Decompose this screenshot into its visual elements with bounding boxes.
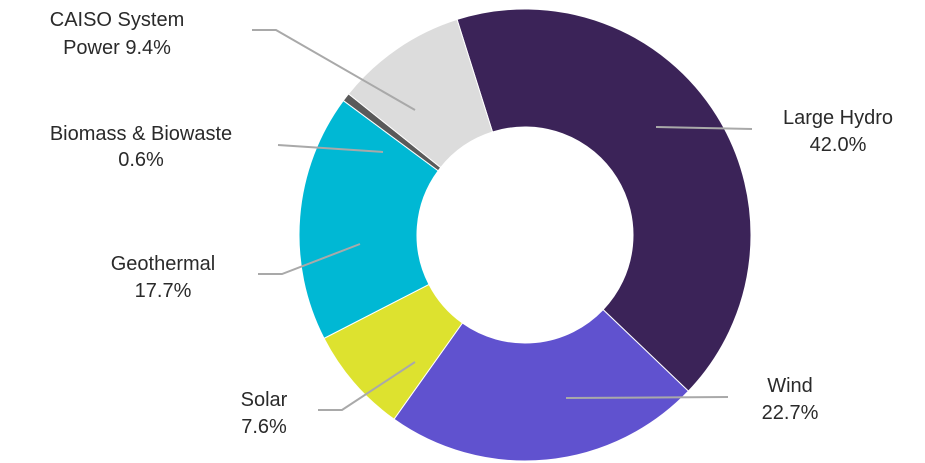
leader-line-solar: [318, 361, 416, 411]
slice-caiso-system-power: [347, 18, 494, 169]
label-geothermal: Geothermal 17.7%: [111, 253, 216, 302]
label-caiso-system-power: CAISO System Power 9.4%: [50, 9, 184, 59]
leader-line-biomass-biowaste: [277, 144, 384, 153]
slice-large-hydro: [456, 8, 752, 392]
leader-lines: [252, 29, 753, 411]
label-wind-value: 22.7%: [762, 402, 819, 424]
label-biomass: Biomass & Biowaste 0.6%: [50, 123, 232, 171]
leader-line-wind: [565, 396, 729, 399]
leader-line-large-hydro: [655, 126, 753, 130]
label-solar-name: Solar: [241, 389, 288, 411]
donut-slices: [298, 8, 752, 462]
leader-line-geothermal: [258, 243, 361, 275]
label-geothermal-name: Geothermal: [111, 253, 216, 275]
slice-geothermal: [298, 99, 439, 340]
slice-wind: [393, 308, 690, 462]
label-wind-name: Wind: [767, 375, 813, 397]
label-large-hydro: Large Hydro 42.0%: [783, 107, 893, 156]
leader-line-caiso-system-power: [252, 29, 416, 111]
label-geothermal-value: 17.7%: [135, 280, 192, 302]
label-caiso-value: Power 9.4%: [63, 37, 171, 59]
label-large-hydro-value: 42.0%: [810, 134, 867, 156]
label-caiso-name: CAISO System: [50, 9, 184, 31]
label-solar: Solar 7.6%: [241, 389, 288, 438]
label-large-hydro-name: Large Hydro: [783, 107, 893, 129]
label-biomass-name: Biomass & Biowaste: [50, 123, 232, 145]
label-wind: Wind 22.7%: [762, 375, 819, 424]
label-solar-value: 7.6%: [241, 416, 287, 438]
label-biomass-value: 0.6%: [118, 149, 164, 171]
